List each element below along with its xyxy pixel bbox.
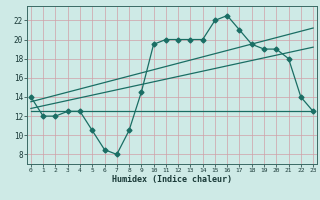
X-axis label: Humidex (Indice chaleur): Humidex (Indice chaleur)	[112, 175, 232, 184]
